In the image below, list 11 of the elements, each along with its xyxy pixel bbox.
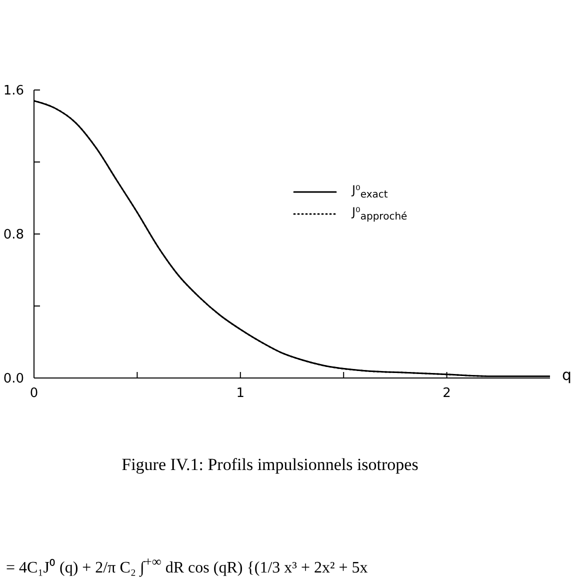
x-tick-label: 0 (30, 386, 38, 402)
x-tick-label: 1 (236, 386, 245, 402)
y-tick-label: 0.8 (3, 228, 24, 243)
legend-label: J⁰$_{approché}$ (352, 205, 408, 223)
x-axis-title: q (562, 366, 572, 384)
x-tick-label: 2 (442, 386, 451, 402)
y-tick-label: 1.6 (3, 84, 24, 99)
text: = 4C₁J⁰ (q) + 2/π C₂ ∫$^{+∞}$ dR cos (qR) {(1/3 x³ + 2x² + 5x (5, 554, 369, 577)
y-tick-label: 0.0 (3, 372, 24, 387)
text: Figure IV.1: Profils impulsionnels isotropes (120, 455, 420, 475)
legend-label: J⁰$_{exact}$ (352, 183, 388, 201)
